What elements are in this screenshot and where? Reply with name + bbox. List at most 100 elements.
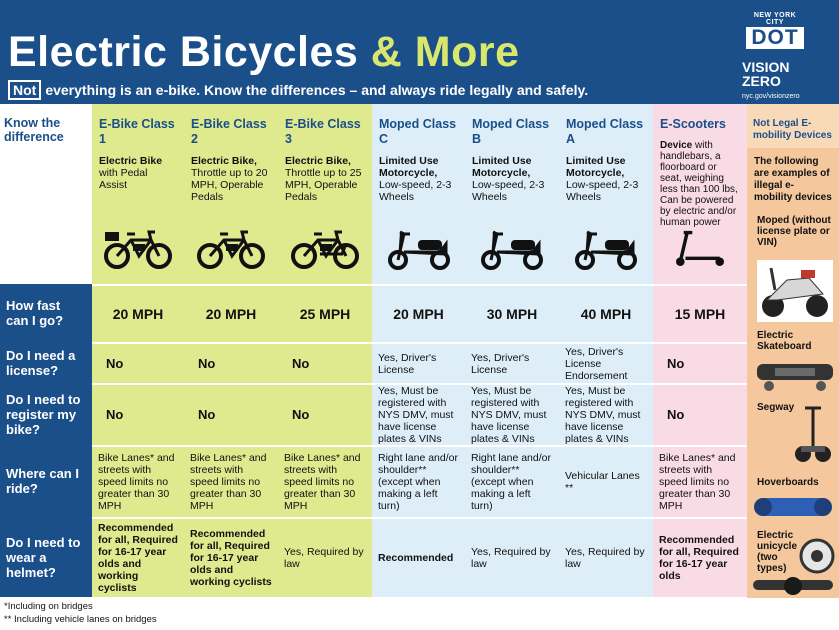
page-subtitle: Not everything is an e-bike. Know the dif… <box>8 80 588 100</box>
table-cell: Right lane and/or shoulder** (except whe… <box>372 445 465 517</box>
escooter-icon <box>676 230 724 266</box>
table-cell: 40 MPH <box>559 284 653 342</box>
column-description: Limited Use Motorcycle, Low-speed, 2-3 W… <box>566 155 646 203</box>
cell-text: Yes, Must be registered with NYS DMV, mu… <box>471 385 547 445</box>
segway-photo-icon <box>795 406 831 462</box>
not-legal-item: Hoverboards <box>757 477 819 488</box>
cell-text: 20 MPH <box>205 306 257 322</box>
row-label: Where can I ride? <box>0 445 92 517</box>
cell-text: Bike Lanes* and streets with speed limit… <box>659 452 736 512</box>
know-difference-label: Know the difference <box>0 104 92 284</box>
cell-text: Recommended <box>378 552 454 564</box>
cell-text: Yes, Must be registered with NYS DMV, mu… <box>378 385 454 445</box>
table-cell: Yes, Must be registered with NYS DMV, mu… <box>372 383 465 445</box>
column-description: Limited Use Motorcycle, Low-speed, 2-3 W… <box>379 155 458 203</box>
column-description: Device with handlebars, a floorboard or … <box>660 140 740 228</box>
column-name: Moped Class B <box>472 117 550 146</box>
table-cell: Yes, Must be registered with NYS DMV, mu… <box>559 383 653 445</box>
dot-city: NEW YORK CITY <box>753 12 797 26</box>
not-legal-item: Segway <box>757 402 795 413</box>
column-header-7: E-Scooters Device with handlebars, a floo… <box>653 104 747 284</box>
column-description-bold: Limited Use Motorcycle, <box>472 155 532 179</box>
column-header-5: Moped Class B Limited Use Motorcycle, Low… <box>465 104 559 284</box>
table-cell: 20 MPH <box>92 284 184 342</box>
table-cell: Yes, Driver's License Endorsement <box>559 342 653 383</box>
cell-text: Yes, Required by law <box>284 546 364 570</box>
table-cell: 30 MPH <box>465 284 559 342</box>
column-description-text: with handlebars, a floorboard or seat, w… <box>660 140 738 228</box>
table-cell: 20 MPH <box>372 284 465 342</box>
row-label: Do I need to wear a helmet? <box>0 517 92 597</box>
cell-text: Yes, Driver's License Endorsement <box>565 345 628 382</box>
cell-text: 30 MPH <box>486 306 538 322</box>
vz-vision: VISION <box>742 59 790 75</box>
cell-text: Bike Lanes* and streets with speed limit… <box>98 452 175 512</box>
vision-zero-logo: VISION ZERO nyc.gov/visionzero <box>742 60 800 104</box>
table-cell: Vehicular Lanes ** <box>559 445 653 517</box>
row-label: Do I need a license? <box>0 342 92 383</box>
nyc-dot-logo: NEW YORK CITY DOT <box>746 12 804 49</box>
moped-icon <box>481 230 543 270</box>
cell-text: No <box>106 355 124 371</box>
cell-text: Yes, Required by law <box>471 546 551 570</box>
table-cell: Yes, Required by law <box>465 517 559 597</box>
row-label: Do I need to register my bike? <box>0 383 92 445</box>
cell-text: Vehicular Lanes ** <box>565 470 640 494</box>
table-cell: 25 MPH <box>278 284 372 342</box>
table-cell: Yes, Must be registered with NYS DMV, mu… <box>465 383 559 445</box>
table-cell: No <box>653 383 747 445</box>
ebike-icon <box>197 230 265 269</box>
onewheel-photo-icon <box>753 577 833 595</box>
cell-text: No <box>198 407 216 422</box>
table-cell: Yes, Required by law <box>559 517 653 597</box>
column-name: E-Bike Class 2 <box>191 117 267 146</box>
not-legal-intro: The following are examples of illegal e-… <box>754 156 832 203</box>
column-header-4: Moped Class C Limited Use Motorcycle, Low… <box>372 104 465 284</box>
column-description-text: Low-speed, 2-3 Wheels <box>379 179 452 203</box>
table-cell: No <box>92 342 184 383</box>
cell-text: Yes, Driver's License <box>471 351 530 376</box>
table-cell: Recommended for all, Required for 16-17 … <box>653 517 747 597</box>
not-legal-panel: Not Legal E-mobility Devices The followi… <box>747 104 839 598</box>
table-cell: No <box>92 383 184 445</box>
moped-icon <box>387 230 450 270</box>
vz-zero: ZERO <box>742 73 781 89</box>
column-description-text: Throttle up to 25 MPH, Operable Pedals <box>285 167 362 203</box>
table-cell: Yes, Driver's License <box>465 342 559 383</box>
cell-text: Recommended for all, Required for 16-17 … <box>659 534 739 582</box>
table-cell: No <box>184 342 278 383</box>
column-name: Moped Class A <box>566 117 644 146</box>
cell-text: No <box>667 407 685 422</box>
column-name: E-Bike Class 3 <box>285 117 361 146</box>
cell-text: Recommended for all, Required for 16-17 … <box>98 522 178 594</box>
table-cell: Recommended for all, Required for 16-17 … <box>184 517 278 597</box>
column-name: E-Scooters <box>660 117 726 131</box>
table-cell: No <box>184 383 278 445</box>
ebike-step-icon <box>291 230 359 269</box>
column-description-bold: Electric Bike, <box>191 155 257 167</box>
table-cell: Yes, Required by law <box>278 517 372 597</box>
column-description-text: Low-speed, 2-3 Wheels <box>566 179 639 203</box>
table-cell: Bike Lanes* and streets with speed limit… <box>184 445 278 517</box>
dot-wordmark: DOT <box>746 27 804 49</box>
skateboard-photo-icon <box>757 364 833 391</box>
table-cell: Recommended <box>372 517 465 597</box>
title-accent: & More <box>370 28 520 76</box>
moped-photo-icon <box>757 260 833 322</box>
page-title: Electric Bicycles & More <box>8 28 520 77</box>
column-name: Moped Class C <box>379 117 457 146</box>
footnote: *Including on bridges <box>4 601 93 612</box>
ebike-basket-icon <box>104 230 172 269</box>
column-description-text: with Pedal Assist <box>99 167 148 191</box>
column-header-6: Moped Class A Limited Use Motorcycle, Low… <box>559 104 653 284</box>
cell-text: Right lane and/or shoulder** (except whe… <box>471 452 551 512</box>
cell-text: Right lane and/or shoulder** (except whe… <box>378 452 458 512</box>
header-banner: Electric Bicycles & More Not everything i… <box>0 0 839 104</box>
column-description-bold: Device <box>660 140 693 151</box>
cell-text: 15 MPH <box>674 306 726 322</box>
table-bottom-border <box>92 597 747 599</box>
cell-text: Bike Lanes* and streets with speed limit… <box>284 452 361 512</box>
column-description: Electric Bike, Throttle up to 20 MPH, Op… <box>191 155 271 203</box>
cell-text: 25 MPH <box>299 306 351 322</box>
cell-text: Yes, Must be registered with NYS DMV, mu… <box>565 385 641 445</box>
